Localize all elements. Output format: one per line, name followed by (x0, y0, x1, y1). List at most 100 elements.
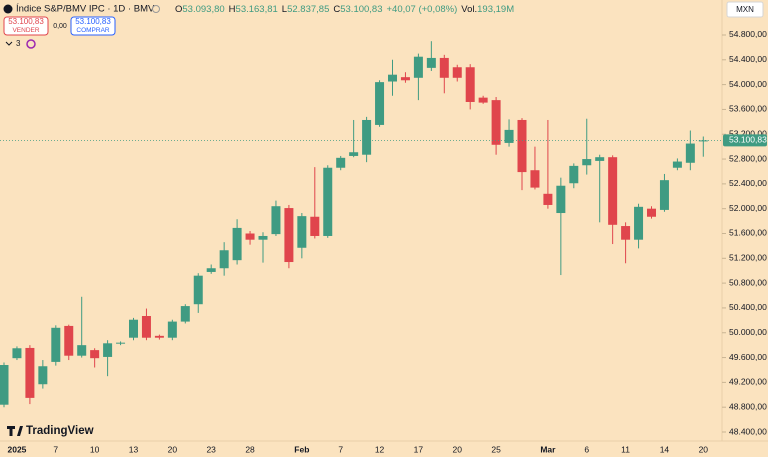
candle (698, 136, 708, 157)
candle-body (543, 193, 553, 205)
candle-body (64, 325, 74, 356)
candle-body (25, 347, 35, 398)
spread: 0,00 (53, 23, 67, 30)
x-tick-label: Mar (540, 444, 556, 454)
candle (297, 213, 307, 259)
candle (595, 154, 605, 223)
last-price-label: 53.100,83 (729, 135, 767, 145)
candle (569, 163, 579, 189)
candle (90, 348, 100, 368)
candle (284, 204, 294, 269)
x-tick-label: 12 (375, 444, 385, 454)
y-tick-label: 54.000,00 (729, 79, 767, 89)
ohlc-line: O53.093,80 H53.163,81 L52.837,85 C53.100,83… (175, 4, 514, 15)
y-tick-label: 53.600,00 (729, 104, 767, 114)
candle (582, 118, 592, 175)
collapse-icon[interactable] (5, 41, 13, 46)
candle (621, 222, 631, 264)
candle-body (659, 180, 669, 210)
y-tick-label: 48.800,00 (729, 401, 767, 411)
candle-body (634, 206, 644, 240)
candle-body (12, 348, 22, 359)
x-tick-label: 17 (414, 444, 424, 454)
ohlc-value: 53.093,80 (182, 4, 224, 15)
candle-body (504, 129, 514, 143)
candle (452, 64, 462, 82)
ohlc-key: O (175, 4, 182, 15)
x-tick-label: 6 (584, 444, 589, 454)
ohlc-key: H (229, 4, 236, 15)
y-tick-label: 48.400,00 (729, 426, 767, 436)
buy-price[interactable]: 53.100,83 (75, 17, 111, 26)
candle-body (491, 100, 501, 145)
currency-button[interactable]: MXN (726, 1, 764, 18)
candle (271, 200, 281, 236)
candle (25, 345, 35, 405)
x-tick-label: 7 (53, 444, 58, 454)
buy-button[interactable]: 53.100,83 COMPRAR (70, 16, 116, 36)
candle (672, 158, 682, 171)
candle-body (349, 152, 359, 156)
candle-body (232, 227, 242, 261)
candle (336, 155, 346, 171)
candle-body (0, 365, 9, 405)
candle-body (323, 167, 333, 236)
candle-body (271, 206, 281, 235)
sell-price[interactable]: 53.100,83 (8, 17, 44, 26)
candle-body (530, 170, 540, 188)
candle (478, 95, 488, 104)
x-tick-label: 2025 (7, 444, 26, 454)
candle (310, 167, 320, 239)
candle-body (413, 56, 423, 78)
buy-label[interactable]: COMPRAR (76, 27, 110, 34)
candle (375, 80, 385, 127)
candle (219, 242, 229, 276)
candle (258, 232, 268, 263)
sell-button[interactable]: 53.100,83 VENDER (3, 16, 49, 36)
candle-body (180, 306, 190, 322)
candle-body (465, 67, 475, 102)
candle (685, 130, 695, 171)
brand: TradingView (7, 425, 94, 437)
y-tick-label: 49.200,00 (729, 377, 767, 387)
candle-body (517, 119, 527, 173)
y-tick-label: 49.600,00 (729, 352, 767, 362)
candle-body (51, 327, 61, 362)
candle-body (388, 74, 397, 82)
candle (129, 317, 138, 341)
candle-body (258, 235, 268, 240)
candle (517, 118, 527, 191)
x-tick-label: 20 (168, 444, 178, 454)
candle (154, 334, 164, 340)
candle-body (336, 157, 346, 168)
status-dot (152, 5, 160, 13)
candle (0, 362, 9, 408)
candle-body (141, 316, 151, 338)
ohlc-key: L (282, 4, 287, 15)
candle (12, 346, 22, 361)
candle (349, 119, 359, 158)
x-tick-label: 25 (491, 444, 501, 454)
currency[interactable]: MXN (736, 5, 754, 14)
y-tick-label: 50.800,00 (729, 277, 767, 287)
candle-body (129, 319, 138, 338)
candle (193, 273, 203, 313)
candle-body (90, 350, 100, 359)
candle-body (77, 345, 87, 356)
candle (439, 54, 449, 94)
sell-label[interactable]: VENDER (12, 27, 39, 34)
candle-body (297, 216, 307, 248)
candle (323, 165, 333, 238)
candle-body (154, 335, 164, 338)
candle-body (38, 366, 48, 385)
y-tick-label: 50.400,00 (729, 302, 767, 312)
volume: 193,19M (477, 4, 514, 15)
x-tick-label: 20 (453, 444, 463, 454)
candle-body (400, 77, 410, 81)
x-tick-label: 10 (90, 444, 100, 454)
indicator-icon[interactable] (26, 39, 36, 49)
candle (103, 340, 113, 377)
candle-body (647, 208, 656, 217)
candle-body (452, 67, 462, 78)
